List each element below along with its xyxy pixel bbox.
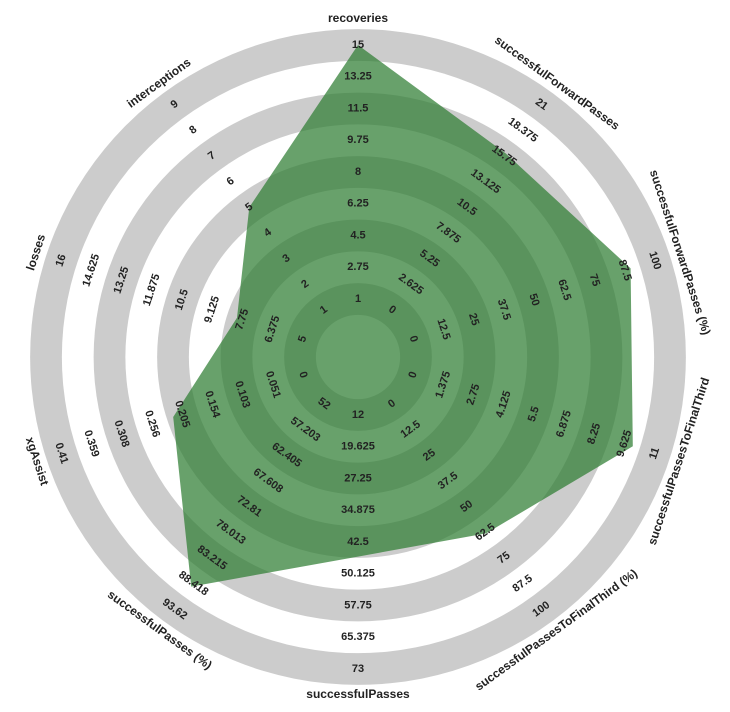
tick-label: 8 [355, 166, 361, 178]
tick-label: 12 [352, 409, 364, 421]
tick-label: 0 [407, 334, 420, 344]
tick-label: 65.375 [341, 631, 375, 643]
tick-label: 50 [458, 498, 475, 515]
tick-label: 5 [296, 334, 309, 344]
tick-label: 42.5 [347, 536, 368, 548]
tick-label: 25 [466, 312, 481, 327]
tick-label: 25 [421, 447, 438, 464]
tick-label: 11.5 [348, 102, 369, 114]
tick-label: 6.25 [347, 198, 368, 210]
tick-label: 52 [315, 395, 332, 412]
tick-label: 57.75 [344, 599, 372, 611]
tick-label: 0 [296, 370, 309, 380]
tick-label: 9.75 [347, 134, 368, 146]
tick-label: 11 [647, 446, 662, 461]
tick-label: 5.5 [526, 405, 542, 423]
tick-label: 73 [352, 663, 364, 675]
tick-label: 2.75 [347, 261, 368, 273]
tick-label: 34.875 [341, 504, 375, 516]
axis-name: recoveries [328, 11, 388, 25]
tick-label: 75 [587, 273, 602, 288]
tick-label: 100 [646, 250, 663, 271]
tick-label: 15 [352, 39, 364, 51]
tick-label: 27.25 [344, 472, 372, 484]
tick-label: 50.125 [341, 568, 375, 580]
tick-label: 1 [355, 293, 361, 305]
axis-name: successfulPasses [306, 687, 410, 701]
tick-label: 0 [406, 370, 419, 380]
tick-label: 75 [496, 550, 513, 567]
data-area [173, 45, 633, 587]
tick-label: 19.625 [341, 441, 375, 453]
tick-label: 50 [526, 292, 541, 307]
tick-label: 21 [533, 96, 550, 113]
tick-label: 4.5 [350, 229, 365, 241]
tick-label: 16 [54, 253, 69, 268]
tick-label: 13.25 [344, 71, 372, 83]
